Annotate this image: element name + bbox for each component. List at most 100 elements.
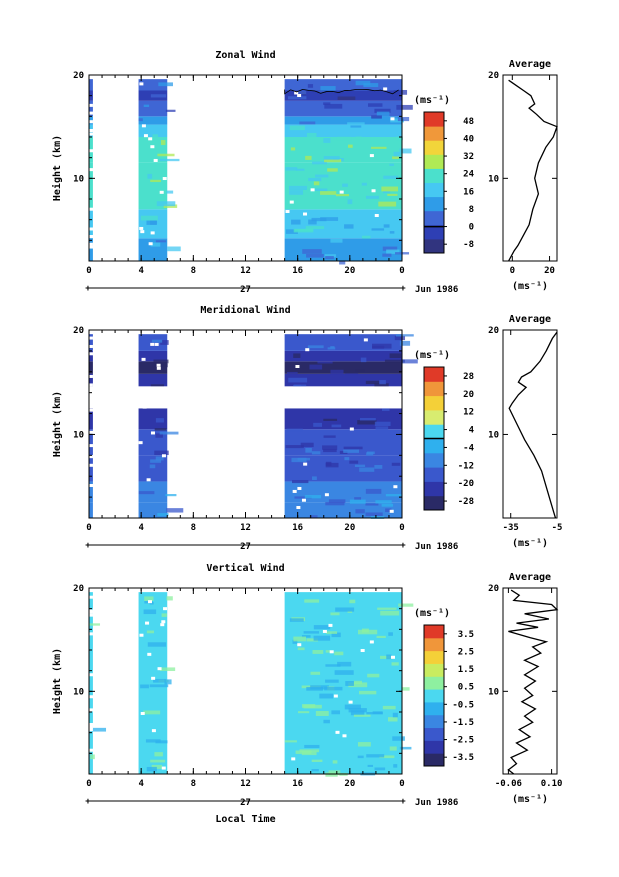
- data-texture: [309, 515, 318, 519]
- data-texture: [387, 193, 398, 196]
- data-texture: [306, 638, 319, 642]
- average-y-tick-label: 20: [488, 71, 499, 81]
- data-texture: [149, 464, 156, 469]
- colorbar-swatch: [424, 714, 444, 729]
- data-texture: [393, 89, 408, 95]
- average-x-tick-label: -0.06: [495, 779, 522, 789]
- data-band: [89, 481, 93, 503]
- x-axis-label: Local Time: [215, 813, 275, 825]
- data-band: [89, 361, 93, 374]
- missing-data-speck: [383, 87, 388, 91]
- data-texture: [138, 118, 143, 122]
- data-band: [284, 79, 402, 91]
- data-texture: [157, 513, 169, 517]
- colorbar-label: 2.5: [458, 647, 474, 657]
- missing-data-speck: [140, 230, 145, 234]
- missing-data-speck: [88, 352, 93, 356]
- data-texture: [150, 242, 161, 247]
- missing-data-speck: [328, 623, 333, 627]
- missing-data-speck: [88, 455, 93, 459]
- data-texture: [389, 746, 397, 751]
- x-tick-label: 0: [86, 523, 91, 533]
- data-texture: [166, 508, 184, 513]
- missing-data-speck: [88, 383, 93, 387]
- data-texture: [311, 217, 327, 222]
- data-texture: [143, 710, 161, 715]
- data-band: [89, 100, 93, 117]
- data-texture: [140, 215, 158, 221]
- data-texture: [390, 118, 405, 123]
- data-texture: [342, 183, 348, 187]
- average-profile-line: [507, 589, 559, 775]
- data-texture: [311, 769, 319, 772]
- missing-data-speck: [88, 103, 93, 107]
- average-x-label: (ms⁻¹): [512, 281, 548, 292]
- data-texture: [300, 442, 314, 448]
- data-texture: [350, 710, 365, 716]
- data-texture: [388, 632, 393, 636]
- x-tick-label: 12: [240, 779, 251, 789]
- data-texture: [334, 670, 354, 675]
- missing-data-speck: [159, 190, 164, 194]
- data-texture: [301, 751, 317, 756]
- data-texture: [165, 494, 177, 497]
- data-texture: [348, 144, 353, 148]
- missing-data-speck: [88, 610, 93, 614]
- data-band: [138, 592, 168, 774]
- data-texture: [375, 500, 392, 504]
- data-texture: [374, 421, 391, 426]
- data-texture: [368, 103, 383, 107]
- data-texture: [320, 191, 337, 195]
- missing-data-speck: [154, 342, 159, 346]
- data-texture: [331, 710, 341, 715]
- data-band: [284, 162, 402, 184]
- data-texture: [343, 446, 363, 450]
- data-texture: [370, 516, 385, 519]
- missing-data-speck: [147, 600, 152, 604]
- data-texture: [371, 228, 385, 231]
- data-band: [89, 334, 93, 351]
- missing-data-speck: [163, 607, 168, 611]
- data-texture: [325, 462, 339, 468]
- colorbar-label: -28: [458, 497, 474, 507]
- data-texture: [325, 664, 341, 667]
- data-texture: [145, 739, 161, 743]
- colorbar-swatch: [424, 689, 444, 703]
- average-title: Average: [509, 572, 551, 583]
- chart-title: Zonal Wind: [215, 49, 275, 61]
- data-texture: [382, 253, 392, 257]
- data-texture: [296, 168, 305, 171]
- colorbar-label: 28: [463, 372, 474, 382]
- data-texture: [328, 499, 346, 503]
- data-texture: [344, 704, 361, 710]
- missing-data-speck: [285, 210, 290, 214]
- data-texture: [315, 711, 329, 716]
- data-texture: [343, 449, 359, 453]
- missing-data-speck: [150, 342, 155, 346]
- colorbar-label: 20: [463, 390, 474, 400]
- colorbar-label: -2.5: [452, 736, 474, 746]
- data-texture: [299, 121, 316, 125]
- missing-data-speck: [141, 357, 146, 361]
- missing-data-speck: [138, 441, 143, 445]
- date-label: Jun 1986: [415, 542, 458, 552]
- colorbar-swatch: [424, 196, 444, 212]
- data-band: [89, 183, 93, 210]
- data-texture: [347, 199, 353, 205]
- colorbar-swatch: [424, 238, 444, 254]
- data-texture: [317, 361, 333, 364]
- data-texture: [303, 631, 320, 634]
- data-texture: [378, 201, 397, 207]
- data-texture: [308, 177, 322, 182]
- data-texture: [291, 219, 301, 225]
- data-texture: [146, 766, 157, 772]
- panel-vertical-wind: Vertical Wind 0 4 8 12 16 20 0 10 20 Height (km) + +…: [51, 562, 562, 825]
- colorbar-label: -4: [463, 443, 474, 453]
- colorbar-swatch: [424, 438, 444, 454]
- data-texture: [366, 452, 374, 456]
- data-texture: [392, 712, 398, 718]
- data-texture: [365, 512, 383, 517]
- y-tick-label: 10: [73, 174, 84, 184]
- data-texture: [389, 163, 394, 166]
